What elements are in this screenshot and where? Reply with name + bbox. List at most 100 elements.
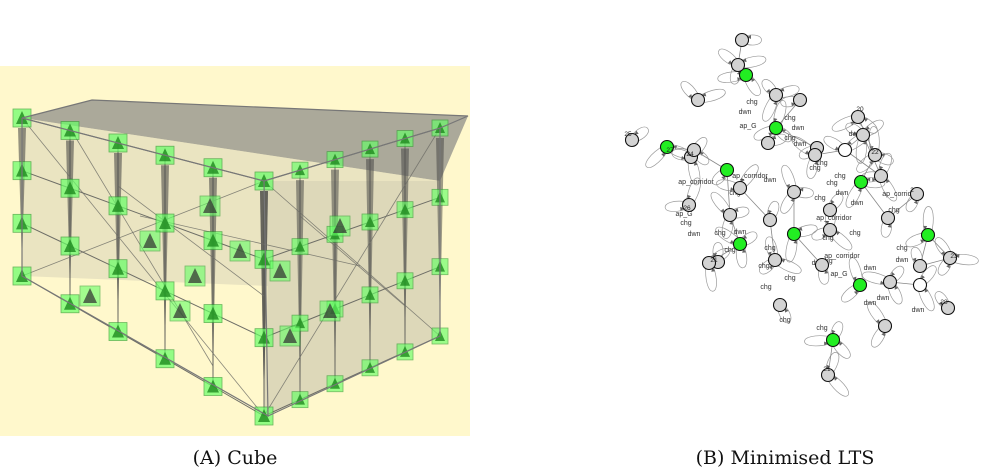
state-number-label: 21 [823,366,831,373]
transition-label: ap_G [739,123,756,130]
cube-diagonal [21,180,265,277]
state [822,202,838,218]
cube-node [361,359,379,377]
state-number-label: 22 [871,149,879,156]
self-loop-arrowhead [872,177,877,182]
self-loop-arrowhead [866,177,871,182]
state [814,257,830,273]
cube-node-glyph [112,261,124,275]
transitions [666,39,951,376]
transition-label: chg [784,275,795,282]
transition-label: chg [834,173,845,180]
transition-label: dwn [896,257,909,264]
state-number-label: 28 [940,299,948,306]
cube-node-glyph [283,328,297,343]
state-number-label: 26 [683,205,691,212]
cube-node-glyph [83,288,97,303]
state [681,197,697,213]
self-loop [780,96,801,108]
caption-a-label: (A) [192,447,222,469]
cube-node-glyph [400,274,410,286]
cube-node [108,259,128,279]
cube-node-glyph [365,215,375,227]
state [762,212,778,228]
self-loop-arrowhead [838,341,843,346]
state [659,139,675,155]
self-loop [829,321,844,342]
cube-node-glyph [400,203,410,215]
cube-node-glyph [365,288,375,300]
cube-shadow-spike [66,140,74,294]
transition-label: dwn [794,141,807,148]
self-loop [922,206,934,236]
self-loop-arrowhead [784,308,789,313]
self-loop-arrowhead [766,88,771,94]
state [792,92,808,108]
self-loop [741,34,762,46]
transition-label: ap_corridor [882,191,918,198]
self-loop [785,233,798,263]
cube-node-glyph [323,303,337,318]
cube-node-glyph [258,252,270,266]
state [701,255,717,271]
self-loop [825,372,849,397]
self-loop-arrowhead [923,225,928,230]
self-loop-arrowhead [940,251,945,256]
cube-shadow-spike [401,148,409,342]
transition-label: dwn [864,265,877,272]
cube-outline-right [263,127,441,417]
cube-node [229,240,251,262]
self-loop-arrowhead [781,128,787,134]
state [850,109,866,125]
self-loops [629,34,979,397]
cube-node-glyph [112,198,124,212]
self-loop-arrowhead [742,234,748,239]
state-number-label: 2 [910,187,914,194]
transition-label: dwn [877,295,890,302]
self-loop [868,126,880,156]
transition-label: chg [764,245,775,252]
self-loop [762,93,780,122]
self-loop [766,133,788,147]
state [719,162,735,178]
cube-node [203,377,223,396]
state [873,168,889,184]
cube-node-glyph [207,306,219,320]
transition-label: dwn [739,109,752,116]
cube-3d-render [0,66,470,436]
cube-node-glyph [400,345,410,357]
cube-node [269,260,291,282]
cube-shadow-spike [161,165,169,349]
self-loop-arrowhead [634,130,639,135]
transition-label: dwn [849,131,862,138]
cube-node [203,304,223,323]
self-loop-arrowhead [920,239,925,244]
transition-label: ap_corridor [816,215,852,222]
transition [739,187,771,221]
self-loop [827,227,853,251]
cube-node [79,285,101,307]
self-loop [696,88,726,104]
cube-node-glyph [233,243,247,258]
state [738,67,754,83]
cube-node [139,230,161,252]
state-number-label: 20 [856,106,864,113]
cube-node-glyph [273,263,287,278]
self-loop [715,226,742,247]
self-loop-arrowhead [824,269,829,274]
cube-diagonal [21,117,265,417]
transition-label: chg [729,190,740,197]
transition [775,127,818,149]
self-loop [831,113,860,132]
state [825,332,841,348]
state [786,184,802,200]
self-loop [862,271,891,286]
transition-label: dwn [836,190,849,197]
self-loop-arrowhead [680,206,685,211]
self-loop [811,226,832,241]
state [820,367,836,383]
cube-node [184,265,206,287]
transition-label: dwn [864,300,877,307]
